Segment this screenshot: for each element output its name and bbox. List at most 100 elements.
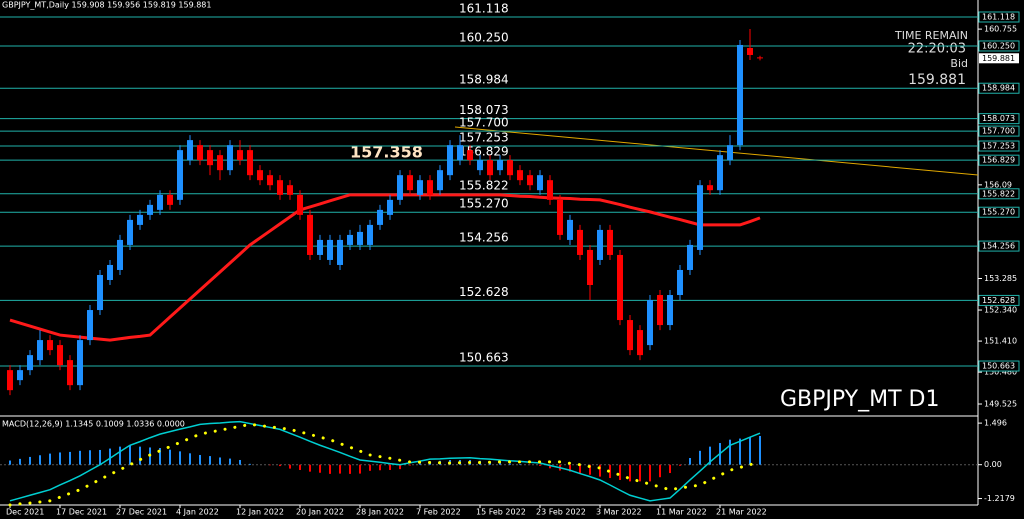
candle-body [557,199,563,235]
y-tick-label: 0.00 [984,460,1002,469]
candle-body [327,239,333,260]
level-box [978,40,1020,52]
level-box [978,360,1020,372]
candle-body [427,180,433,195]
x-tick-label: 4 Jan 2022 [176,508,219,517]
level-label: 161.118 [459,1,509,15]
y-tick-label: 160.755 [984,25,1017,34]
candle-body [387,199,393,215]
annotation: 157.358 [350,143,423,162]
candle-body [197,145,203,161]
candle-body [117,239,123,270]
candle-body [697,185,703,250]
level-box [978,82,1020,94]
level-label: 152.628 [459,285,509,299]
x-tick-label: 7 Feb 2022 [416,508,461,517]
x-tick-label: Dec 2021 [6,508,44,517]
candle-body [27,355,33,371]
level-box [978,154,1020,166]
level-box [978,113,1020,125]
candle-body [227,145,233,171]
candle-body [257,170,263,181]
candle-body [277,180,283,195]
candle-body [177,150,183,200]
candle-body [127,219,133,245]
candle-body [287,185,293,195]
candle-body [437,170,443,191]
candle-body [247,150,253,176]
y-tick-label: 152.340 [984,306,1017,315]
candle-body [637,330,643,356]
level-box-label: 156.829 [982,156,1015,165]
level-box-label: 155.270 [982,208,1015,217]
level-box-label: 155.822 [982,189,1015,198]
candle-body [547,180,553,200]
candle-body [397,175,403,200]
candle-body [717,155,723,191]
level-box [978,140,1020,152]
x-tick-label: 21 Mar 2022 [716,508,767,517]
candle-body [317,239,323,255]
candle-body [297,194,303,215]
time-remain-label: TIME REMAIN [894,29,968,42]
y-tick-label: 151.410 [984,337,1017,346]
candle-body [237,150,243,161]
level-label: 155.270 [459,197,509,211]
x-tick-label: 15 Feb 2022 [476,508,526,517]
level-label: 160.250 [459,30,509,44]
candle-body [417,180,423,195]
candle-body [737,44,743,146]
y-tick-label: 149.525 [984,400,1017,409]
candle-body [447,145,453,176]
candle-body [7,370,13,391]
candle-body [617,254,623,321]
bid-label: Bid [950,57,968,70]
watermark: GBPJPY_MT D1 [780,387,939,412]
level-box-label: 158.073 [982,114,1015,123]
level-box-label: 152.628 [982,296,1015,305]
level-box-label: 150.663 [982,362,1015,371]
candle-body [757,57,763,59]
candle-body [487,160,493,176]
level-label: 158.073 [459,103,509,117]
candle-body [367,224,373,245]
candle-body [457,145,463,161]
y-tick-label: 150.480 [984,368,1017,377]
level-label: 150.663 [459,351,509,365]
candle-body [147,204,153,215]
y-tick-label: 153.285 [984,274,1017,283]
chart-title: GBPJPY_MT,Daily 159.908 159.956 159.819 … [2,1,211,10]
candle-body [577,229,583,255]
macd-title: MACD(12,26,9) 1.1345 0.1009 1.0336 0.000… [2,420,185,429]
bid-value: 159.881 [908,72,966,88]
candle-body [507,160,513,176]
candle-body [267,175,273,186]
x-tick-label: 23 Feb 2022 [536,508,586,517]
level-label: 157.253 [459,131,509,145]
bid-box [979,53,1019,64]
y-tick-label: 156.09 [984,180,1012,189]
time-remain: 22:20:03 [908,42,966,57]
candle-body [337,239,343,265]
candle-body [647,300,653,346]
candle-body [87,310,93,341]
candle-body [377,209,383,225]
candle-body [667,295,673,326]
y-tick-label: -1.2179 [984,494,1015,503]
level-box-label: 154.256 [982,242,1015,251]
candle-body [347,234,353,245]
candle-body [167,194,173,205]
level-label: 158.984 [459,73,509,87]
level-label: 154.256 [459,231,509,245]
level-box [978,11,1020,23]
x-tick-label: 11 Mar 2022 [656,508,707,517]
candle-body [537,175,543,191]
candle-body [307,214,313,255]
trend-line [454,126,979,176]
candle-body [627,320,633,351]
moving-average [9,193,761,342]
candle-body [17,370,23,381]
candle-body [497,160,503,171]
candle-body [747,47,753,55]
